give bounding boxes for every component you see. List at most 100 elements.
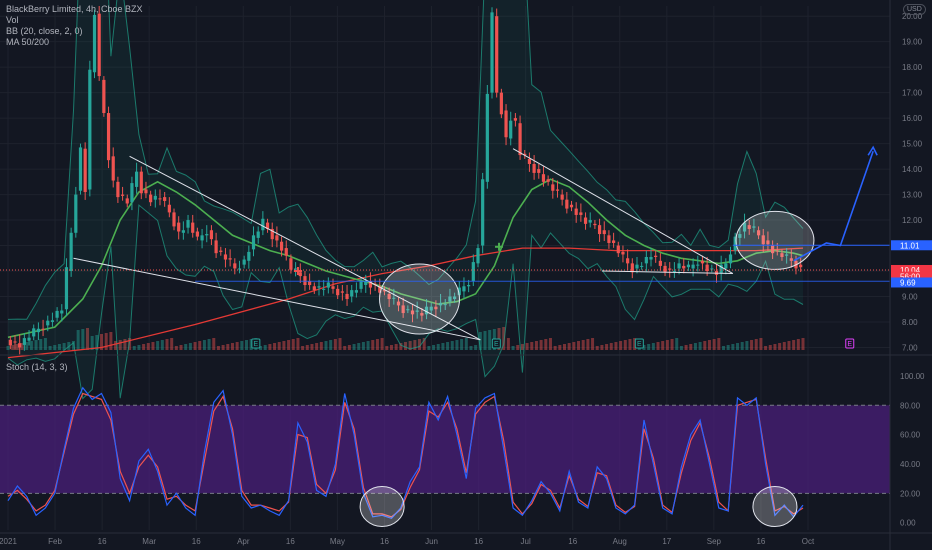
candle-body bbox=[415, 310, 419, 312]
projection-arrow bbox=[793, 150, 874, 262]
volume-bar bbox=[39, 339, 43, 350]
volume-bar bbox=[455, 340, 459, 350]
candle-body bbox=[214, 240, 218, 254]
candle-body bbox=[555, 189, 560, 191]
candle-body bbox=[513, 118, 517, 121]
time-tick-label: Jun bbox=[425, 537, 438, 546]
volume-bar bbox=[707, 340, 711, 350]
price-badge bbox=[891, 271, 932, 282]
volume-bar bbox=[357, 343, 361, 350]
wedge-lower-line-1 bbox=[73, 257, 481, 341]
volume-bar bbox=[432, 345, 436, 350]
volume-bar bbox=[750, 340, 754, 350]
candle-body bbox=[700, 260, 705, 264]
volume-bar bbox=[333, 339, 337, 350]
volume-bar bbox=[389, 345, 393, 350]
volume-bar bbox=[516, 345, 520, 350]
candle-body bbox=[392, 297, 396, 299]
candle-body bbox=[523, 153, 527, 156]
volume-bar bbox=[460, 339, 464, 350]
volume-bar bbox=[170, 338, 174, 350]
candle-body bbox=[41, 328, 45, 330]
earnings-label: E bbox=[637, 341, 642, 348]
stochastic-pane bbox=[0, 354, 932, 528]
volume-bar bbox=[179, 345, 183, 350]
volume-bar bbox=[642, 345, 646, 350]
volume-bar bbox=[511, 346, 515, 350]
volume-bar bbox=[34, 340, 38, 350]
candle-body bbox=[284, 248, 288, 256]
candle-body bbox=[429, 306, 433, 311]
volume-bar bbox=[366, 341, 370, 350]
volume-bar bbox=[315, 343, 319, 350]
volume-bar bbox=[553, 346, 557, 350]
candle-body bbox=[209, 230, 214, 240]
candle-body bbox=[766, 240, 770, 245]
candle-body bbox=[724, 263, 728, 269]
volume-bar bbox=[693, 343, 697, 350]
earnings-label: E bbox=[847, 341, 852, 348]
candle-body bbox=[476, 248, 480, 264]
volume-bar bbox=[15, 344, 19, 350]
candle-body bbox=[467, 285, 471, 287]
volume-bar bbox=[731, 344, 735, 350]
volume-bar bbox=[174, 346, 178, 350]
volume-bar bbox=[548, 338, 552, 350]
price-series bbox=[7, 178, 804, 359]
volume-bar bbox=[137, 345, 141, 350]
candle-body bbox=[83, 148, 87, 193]
earnings-marker: E bbox=[845, 338, 855, 349]
candle-body bbox=[60, 310, 64, 314]
volume-bar bbox=[665, 340, 669, 350]
candle-body bbox=[560, 194, 564, 200]
candle-body bbox=[387, 293, 391, 300]
volume-bar bbox=[291, 339, 295, 350]
candle-body bbox=[106, 113, 111, 161]
volume-bar bbox=[90, 336, 94, 350]
volume-bar bbox=[371, 340, 375, 350]
candle-body bbox=[359, 281, 363, 289]
candle-body bbox=[541, 174, 546, 182]
candle-body bbox=[686, 264, 691, 268]
candle-body bbox=[219, 250, 223, 252]
volume-bar bbox=[446, 342, 450, 350]
volume-bar bbox=[647, 344, 651, 350]
currency-badge[interactable]: USD bbox=[903, 4, 926, 15]
candle-body bbox=[18, 343, 22, 348]
volume-bar bbox=[207, 339, 211, 350]
volume-bar bbox=[609, 343, 613, 350]
volume-bar bbox=[595, 346, 599, 350]
volume-bar bbox=[109, 332, 113, 350]
wedge-upper-line-2 bbox=[512, 148, 734, 274]
time-tick-label: 16 bbox=[568, 537, 577, 546]
volume-bar bbox=[581, 340, 585, 350]
candle-body bbox=[756, 230, 761, 236]
wedge-lower-line-2 bbox=[601, 270, 733, 275]
volume-bar bbox=[782, 342, 786, 350]
volume-bar bbox=[329, 340, 333, 350]
volume-bar bbox=[563, 344, 566, 350]
volume-bar bbox=[567, 343, 571, 350]
candle-body bbox=[125, 198, 129, 204]
volume-bar bbox=[450, 341, 454, 350]
earnings-marker: E bbox=[634, 338, 644, 349]
candlesticks bbox=[8, 6, 803, 355]
candle-body bbox=[139, 171, 143, 194]
volume-bar bbox=[235, 342, 239, 350]
candle-body bbox=[135, 171, 139, 187]
candle-body bbox=[336, 288, 340, 296]
candle-body bbox=[247, 251, 251, 261]
legend: BlackBerry Limited, 4h, Cboe BZX Vol BB … bbox=[6, 4, 143, 48]
candle-body bbox=[504, 110, 508, 138]
time-tick-label: Jul bbox=[521, 537, 531, 546]
candle-body bbox=[663, 265, 667, 273]
volume-bar bbox=[29, 341, 33, 350]
candle-body bbox=[640, 265, 644, 267]
volume-bar bbox=[600, 345, 604, 350]
candle-body bbox=[583, 217, 588, 224]
candle-body bbox=[462, 286, 466, 292]
price-badge bbox=[891, 264, 932, 275]
candle-body bbox=[158, 198, 162, 200]
